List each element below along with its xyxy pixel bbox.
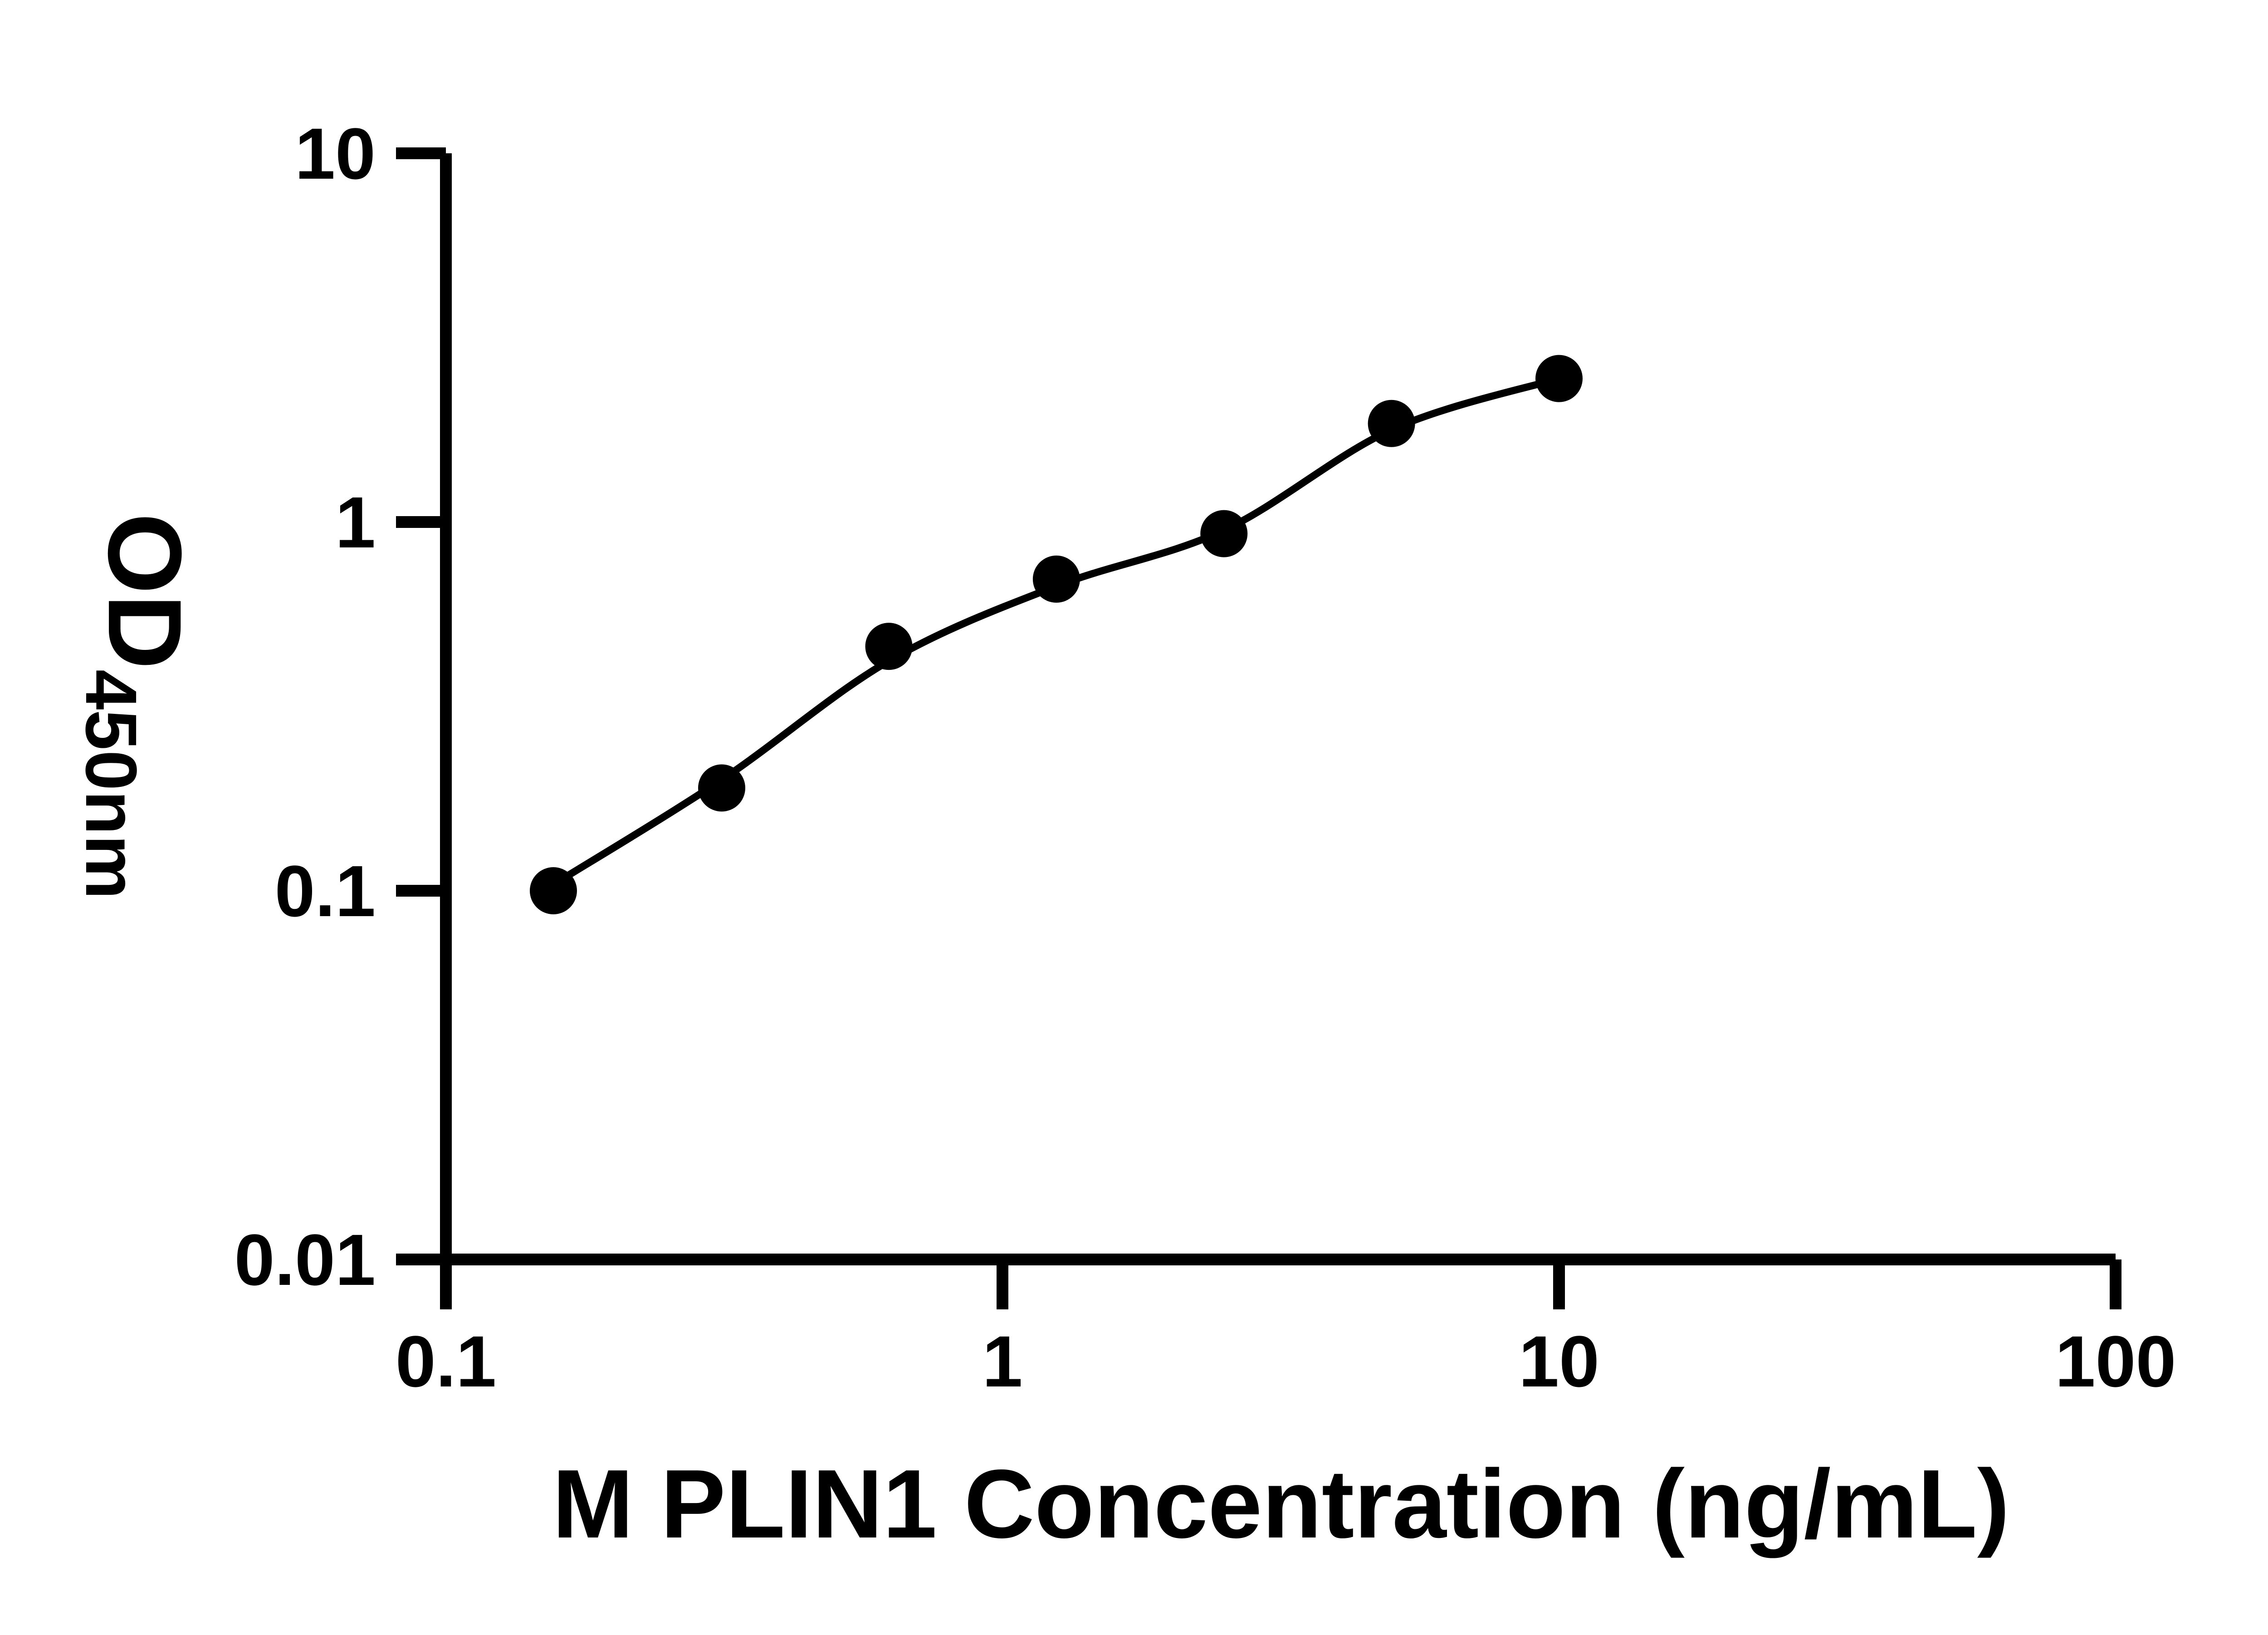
y-axis-title-main: OD xyxy=(87,513,203,669)
fit-curve xyxy=(550,375,1563,888)
y-axis-title: OD450nm xyxy=(71,513,203,899)
data-point xyxy=(529,867,577,914)
data-point xyxy=(1535,355,1583,402)
y-tick-label: 1 xyxy=(335,482,376,563)
y-tick-label: 10 xyxy=(295,113,376,194)
data-point xyxy=(1368,400,1415,447)
data-point xyxy=(865,623,913,670)
x-tick-label: 10 xyxy=(1519,1321,1599,1402)
data-point xyxy=(698,764,746,812)
x-tick-label: 0.1 xyxy=(396,1321,496,1402)
x-axis-title: M PLIN1 Concentration (ng/mL) xyxy=(552,1449,2010,1558)
y-tick-label: 0.1 xyxy=(275,850,376,932)
data-point xyxy=(1032,555,1080,603)
data-point xyxy=(1200,510,1248,557)
x-tick-label: 1 xyxy=(982,1321,1023,1402)
axis-lines xyxy=(440,153,2116,1265)
y-axis-title-sub: 450nm xyxy=(71,669,152,899)
x-tick-label: 100 xyxy=(2055,1321,2176,1402)
y-tick-label: 0.01 xyxy=(235,1219,376,1300)
